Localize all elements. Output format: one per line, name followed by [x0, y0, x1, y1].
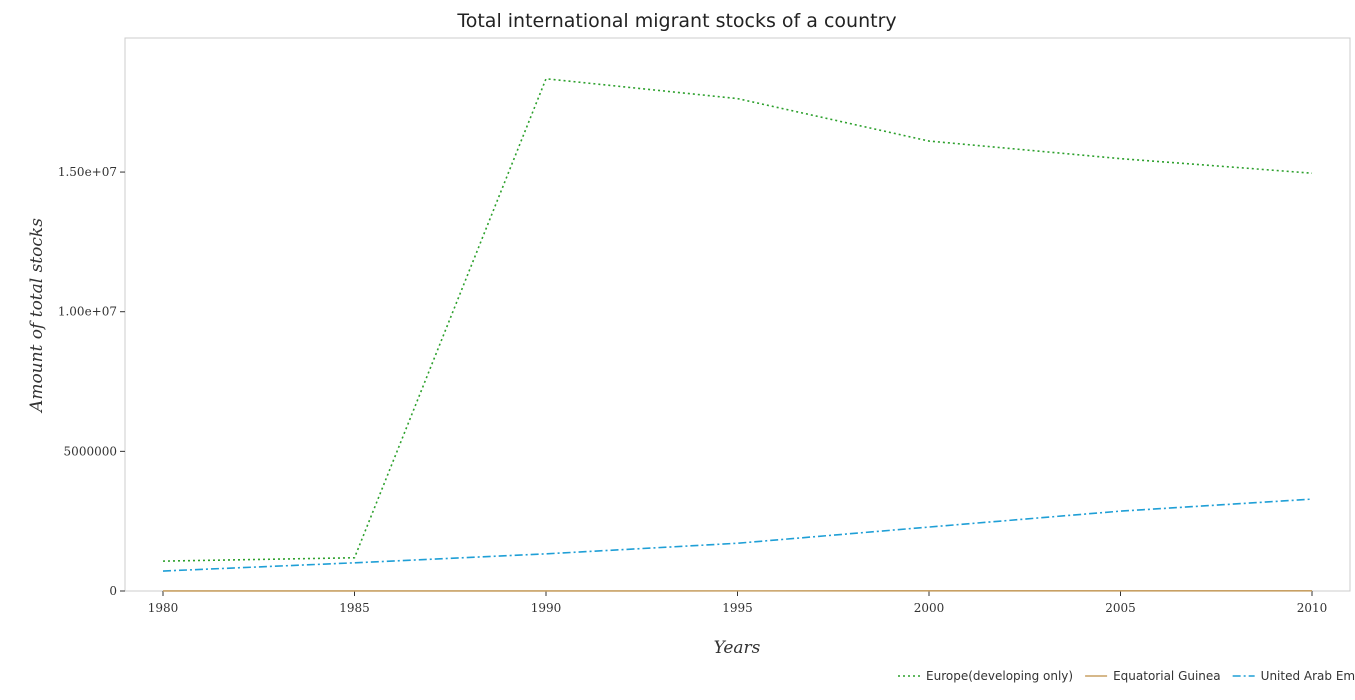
x-axis-ticks: 1980 1985 1990 1995 2000 2005 2010 [148, 591, 1328, 615]
plot-frame [124, 37, 1351, 592]
x-tick-label: 1995 [722, 601, 753, 615]
y-tick-label: 5000000 [64, 444, 117, 458]
x-tick-label: 2000 [914, 601, 945, 615]
x-tick-label: 1985 [339, 601, 370, 615]
series-line-1 [162, 77, 1313, 562]
legend: Europe(developing only) Equatorial Guinea… [898, 669, 1355, 683]
chart-title: Total international migrant stocks of a … [456, 10, 896, 32]
x-tick-label: 2010 [1297, 601, 1328, 615]
x-tick-label: 1990 [531, 601, 562, 615]
y-tick-label: 0 [109, 584, 117, 598]
x-tick-label: 1980 [148, 601, 179, 615]
y-axis-ticks: 0 5000000 1.00e+07 1.50e+07 [58, 165, 125, 598]
y-tick-label: 1.50e+07 [58, 165, 117, 179]
series-line-3 [162, 498, 1313, 572]
x-tick-label: 2005 [1105, 601, 1136, 615]
y-axis-label: Amount of total stocks [27, 218, 47, 414]
x-axis-label: Years [714, 638, 761, 658]
series-layer [162, 77, 1313, 592]
y-tick-label: 1.00e+07 [58, 305, 117, 319]
legend-label: Equatorial Guinea [1113, 669, 1221, 683]
legend-label: United Arab Emirates [1261, 669, 1355, 683]
legend-label: Europe(developing only) [926, 669, 1073, 683]
